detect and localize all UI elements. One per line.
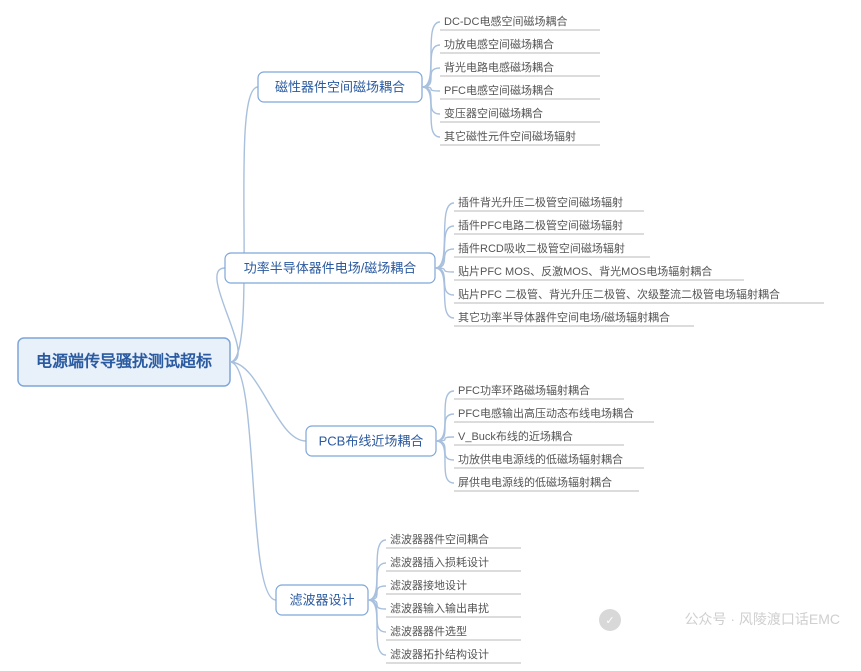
leaf-label: 贴片PFC MOS、反激MOS、背光MOS电场辐射耦合 xyxy=(458,264,712,278)
leaf-label: 背光电路电感磁场耦合 xyxy=(444,60,554,74)
leaf-label: V_Buck布线的近场耦合 xyxy=(458,429,573,443)
leaf-label: 滤波器接地设计 xyxy=(390,579,467,592)
leaf-label: 插件PFC电路二极管空间磁场辐射 xyxy=(458,218,623,232)
watermark-icon-glyph: ✓ xyxy=(605,615,614,627)
leaf-label: 其它功率半导体器件空间电场/磁场辐射耦合 xyxy=(458,310,670,324)
leaf-label: PFC电感空间磁场耦合 xyxy=(444,83,554,97)
leaf-label: 其它磁性元件空间磁场辐射 xyxy=(444,129,576,143)
leaf-label: DC-DC电感空间磁场耦合 xyxy=(444,14,567,28)
root-label: 电源端传导骚扰测试超标 xyxy=(36,352,212,371)
branch-label: 功率半导体器件电场/磁场耦合 xyxy=(244,261,417,276)
leaf-label: 滤波器插入损耗设计 xyxy=(390,555,489,569)
leaf-label: 屏供电电源线的低磁场辐射耦合 xyxy=(458,475,612,489)
leaf-label: 滤波器器件空间耦合 xyxy=(390,532,489,546)
leaf-label: 滤波器拓扑结构设计 xyxy=(390,647,489,661)
leaf-label: 插件RCD吸收二极管空间磁场辐射 xyxy=(458,241,625,255)
leaf-label: 功放供电电源线的低磁场辐射耦合 xyxy=(458,452,623,466)
leaf-label: 插件背光升压二极管空间磁场辐射 xyxy=(458,195,623,209)
branch-label: PCB布线近场耦合 xyxy=(319,434,424,449)
leaf-label: 滤波器输入输出串扰 xyxy=(390,601,489,615)
leaf-label: 变压器空间磁场耦合 xyxy=(444,106,543,120)
branch-label: 磁性器件空间磁场耦合 xyxy=(275,80,405,95)
leaf-label: 贴片PFC 二极管、背光升压二极管、次级整流二极管电场辐射耦合 xyxy=(458,287,780,301)
leaf-label: PFC电感输出高压动态布线电场耦合 xyxy=(458,406,634,420)
leaf-label: PFC功率环路磁场辐射耦合 xyxy=(458,383,590,397)
watermark-text: 公众号 · 风陵渡口话EMC xyxy=(684,611,840,627)
branch-label: 滤波器设计 xyxy=(289,593,354,608)
leaf-label: 滤波器器件选型 xyxy=(390,624,467,638)
leaf-label: 功放电感空间磁场耦合 xyxy=(444,37,554,51)
